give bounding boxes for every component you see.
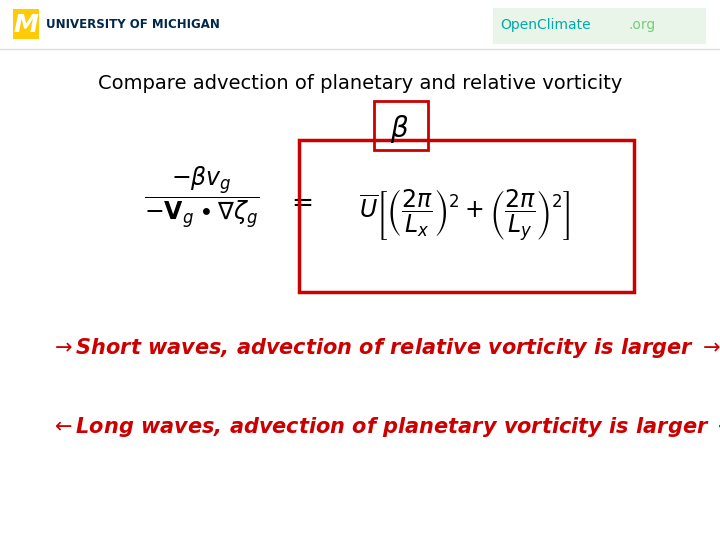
Text: $\beta$: $\beta$ (390, 112, 409, 145)
Text: $\leftarrow$Long waves, advection of planetary vorticity is larger $\leftarrow$: $\leftarrow$Long waves, advection of pla… (50, 415, 720, 438)
Text: $\rightarrow$Short waves, advection of relative vorticity is larger $\rightarrow: $\rightarrow$Short waves, advection of r… (50, 336, 720, 360)
FancyBboxPatch shape (13, 9, 39, 39)
Text: $\overline{U}\left[\left(\dfrac{2\pi}{L_x}\right)^2 + \left(\dfrac{2\pi}{L_y}\ri: $\overline{U}\left[\left(\dfrac{2\pi}{L_… (359, 188, 570, 244)
Text: $=$: $=$ (286, 190, 312, 215)
Text: $\dfrac{-\beta v_g}{-\mathbf{V}_g \bullet \nabla\zeta_g}$: $\dfrac{-\beta v_g}{-\mathbf{V}_g \bulle… (144, 164, 259, 230)
Text: M: M (14, 13, 38, 37)
Text: OpenClimate: OpenClimate (500, 18, 591, 32)
FancyBboxPatch shape (493, 8, 706, 44)
Text: .org: .org (629, 18, 656, 32)
Text: UNIVERSITY OF MICHIGAN: UNIVERSITY OF MICHIGAN (46, 18, 220, 31)
Text: Compare advection of planetary and relative vorticity: Compare advection of planetary and relat… (98, 74, 622, 93)
